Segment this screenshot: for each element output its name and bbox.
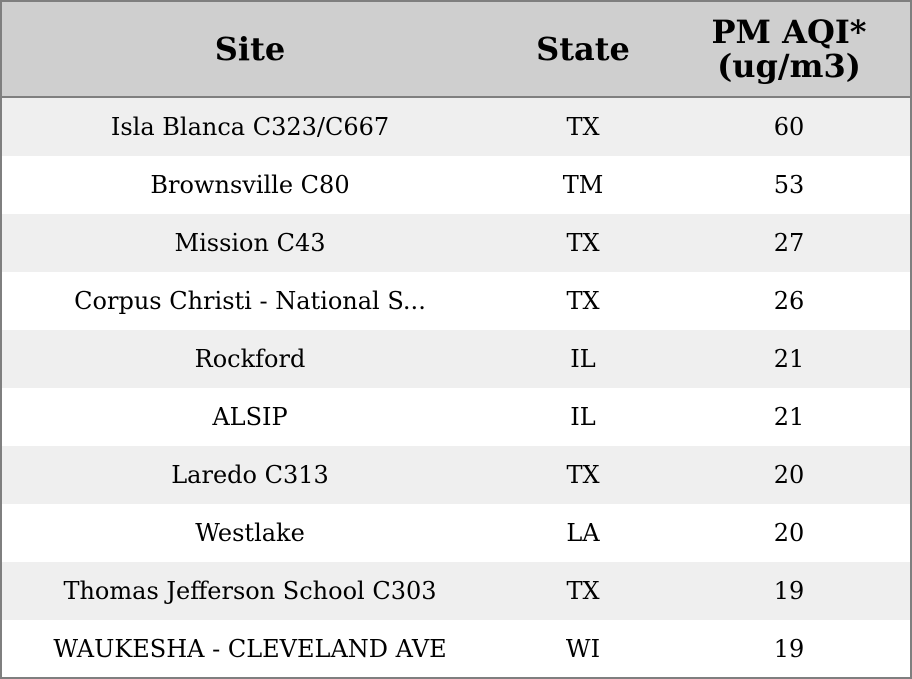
table-row: Isla Blanca C323/C667 TX 60 [2,98,910,156]
cell-pm-aqi: 27 [773,229,805,257]
header-pm-aqi-unit: (ug/m3) [717,47,861,85]
cell-state: TX [566,577,600,605]
table-row: Laredo C313 TX 20 [2,446,910,504]
cell-state: IL [570,345,596,373]
cell-site: WAUKESHA - CLEVELAND AVE [53,635,447,663]
table-row: Mission C43 TX 27 [2,214,910,272]
table-row: Corpus Christi - National S... TX 26 [2,272,910,330]
cell-state: TM [562,171,604,199]
header-pm-aqi-title: PM AQI* [711,13,867,51]
cell-pm-aqi: 21 [773,345,805,373]
cell-state: IL [570,403,596,431]
cell-site: Isla Blanca C323/C667 [110,113,390,141]
cell-state: LA [566,519,600,547]
cell-state: TX [566,229,600,257]
cell-pm-aqi: 21 [773,403,805,431]
cell-site: Westlake [195,519,305,547]
cell-pm-aqi: 26 [773,287,805,315]
table-header: Site State PM AQI* (ug/m3) [2,2,910,98]
cell-state: TX [566,287,600,315]
cell-site: Thomas Jefferson School C303 [63,577,437,605]
table-row: WAUKESHA - CLEVELAND AVE WI 19 [2,620,910,677]
cell-pm-aqi: 20 [773,519,805,547]
table-row: ALSIP IL 21 [2,388,910,446]
cell-state: WI [565,635,601,663]
table-body: Isla Blanca C323/C667 TX 60 Brownsville C80… [2,98,910,677]
cell-pm-aqi: 20 [773,461,805,489]
cell-site: Mission C43 [174,229,326,257]
header-site: Site [214,30,286,68]
cell-pm-aqi: 53 [773,171,805,199]
header-state: State [536,30,630,68]
table-row: Rockford IL 21 [2,330,910,388]
cell-state: TX [566,113,600,141]
cell-pm-aqi: 19 [773,577,805,605]
cell-state: TX [566,461,600,489]
cell-pm-aqi: 19 [773,635,805,663]
cell-site: Corpus Christi - National S... [74,287,426,315]
cell-site: Laredo C313 [171,461,329,489]
table-row: Thomas Jefferson School C303 TX 19 [2,562,910,620]
cell-site: Brownsville C80 [150,171,350,199]
header-pm-aqi: PM AQI* (ug/m3) [668,15,910,83]
cell-site: ALSIP [212,403,288,431]
table-row: Westlake LA 20 [2,504,910,562]
table-row: Brownsville C80 TM 53 [2,156,910,214]
cell-site: Rockford [194,345,306,373]
cell-pm-aqi: 60 [773,113,805,141]
